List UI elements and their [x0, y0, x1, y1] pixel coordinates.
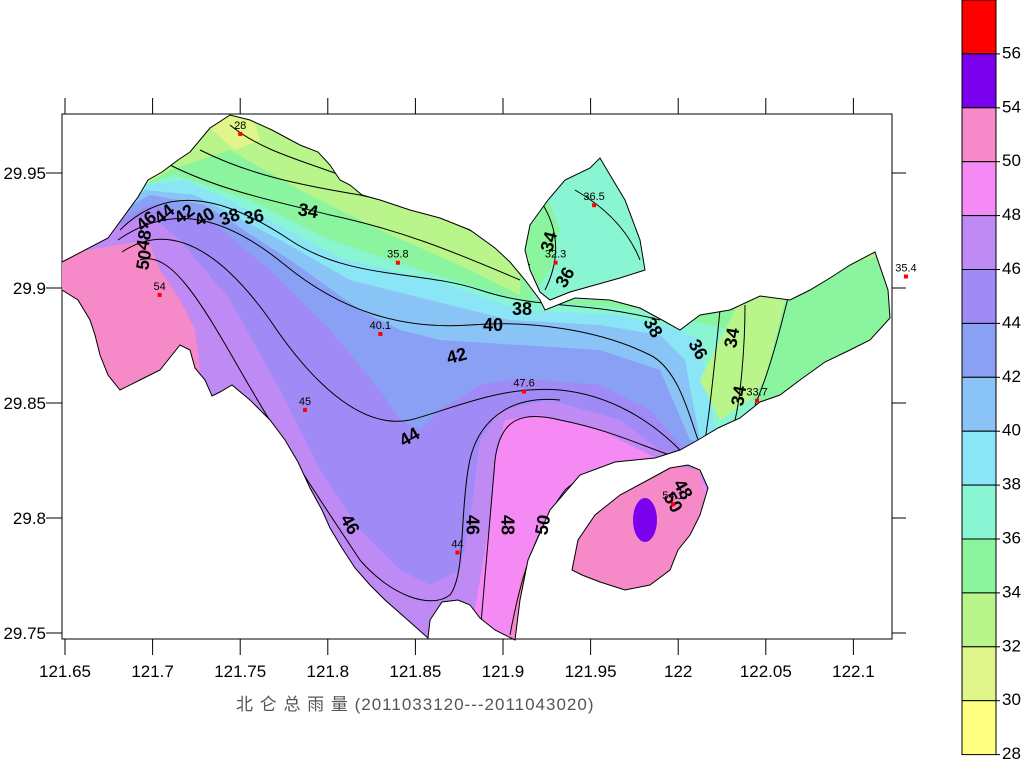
- station-marker: [522, 389, 527, 394]
- contour-label: 50: [132, 248, 155, 271]
- legend-label: 46: [1002, 259, 1021, 278]
- y-tick-label: 29.75: [3, 624, 46, 643]
- contour-label: 40: [483, 315, 503, 335]
- legend-label: 56: [1002, 43, 1021, 62]
- legend-label: 28: [1002, 744, 1021, 763]
- station-marker: [670, 502, 675, 507]
- y-tick-label: 29.95: [3, 164, 46, 183]
- legend-label: 44: [1002, 313, 1021, 332]
- legend-swatch: [961, 700, 997, 756]
- x-tick-label: 121.85: [389, 662, 441, 681]
- station-value: 45: [299, 396, 311, 408]
- color-legend: 56 54 50 48 46 44 42 40 38 36 34 32 30 28: [961, 0, 1021, 763]
- contour-label: 48: [132, 228, 155, 251]
- y-tick-label: 29.9: [13, 279, 46, 298]
- legend-swatch: [961, 0, 997, 55]
- station-value: 35.4: [895, 263, 916, 275]
- legend-label: 48: [1002, 205, 1021, 224]
- station-value: 33.7: [746, 387, 767, 399]
- legend-label: 30: [1002, 690, 1021, 709]
- legend-swatch: [961, 538, 997, 594]
- legend-swatch: [961, 53, 997, 109]
- x-tick-label: 121.95: [565, 662, 617, 681]
- legend-swatch: [961, 215, 997, 271]
- station-value: 54.1: [662, 490, 683, 502]
- legend-swatch: [961, 646, 997, 702]
- station-marker: [755, 398, 760, 403]
- station-marker: [238, 131, 243, 136]
- contour-label: 34: [297, 199, 320, 222]
- station-value: 35.8: [387, 249, 408, 261]
- station-marker: [395, 260, 400, 265]
- legend-swatch: [961, 161, 997, 217]
- legend-label: 54: [1002, 97, 1021, 116]
- x-tick-label: 121.9: [482, 662, 525, 681]
- legend-label: 34: [1002, 582, 1021, 601]
- y-axis: 29.95 29.9 29.85 29.8 29.75: [3, 164, 906, 643]
- legend-swatch: [961, 484, 997, 540]
- y-tick-label: 29.85: [3, 394, 46, 413]
- y-tick-label: 29.8: [13, 509, 46, 528]
- x-tick-label: 122.1: [832, 662, 875, 681]
- station-value: 54: [153, 281, 165, 293]
- station-marker: [455, 550, 460, 555]
- x-tick-label: 121.75: [214, 662, 266, 681]
- legend-swatch: [961, 322, 997, 378]
- contour-label: 36: [242, 205, 265, 228]
- x-tick-label: 121.7: [131, 662, 174, 681]
- station-marker: [303, 407, 308, 412]
- map-caption: 北 仑 总 雨 量 (2011033120---2011043020): [236, 695, 595, 714]
- contour-label: 48: [497, 515, 517, 535]
- station-markers: 28 35.8 36.5 32.3 35.4 54 40.1 45 47.6 33.7 54.1 44: [153, 120, 917, 555]
- legend-label: 50: [1002, 151, 1021, 170]
- legend-swatch: [961, 592, 997, 648]
- contour-label: 34: [727, 384, 750, 407]
- contour-label: 38: [512, 299, 532, 319]
- legend-swatch: [961, 107, 997, 163]
- legend-swatch: [961, 376, 997, 432]
- legend-swatch: [961, 430, 997, 486]
- station-value: 40.1: [370, 320, 391, 332]
- station-marker: [592, 203, 597, 208]
- legend-label: 32: [1002, 636, 1021, 655]
- station-marker: [378, 332, 383, 336]
- coastline: [61, 114, 891, 641]
- station-marker: [553, 260, 558, 265]
- station-value: 28: [234, 120, 246, 132]
- x-axis: 121.65 121.7 121.75 121.8 121.85 121.9 121.95 1…: [39, 98, 875, 681]
- legend-label: 38: [1002, 475, 1021, 494]
- legend-swatch: [961, 269, 997, 324]
- station-marker: [157, 292, 162, 297]
- contour-label: 46: [462, 515, 482, 535]
- x-tick-label: 122.05: [740, 662, 792, 681]
- station-value: 36.5: [583, 191, 604, 203]
- legend-label: 36: [1002, 528, 1021, 547]
- x-tick-label: 121.65: [39, 662, 91, 681]
- x-tick-label: 122: [664, 662, 692, 681]
- contour-label: 34: [720, 326, 743, 349]
- station-value: 32.3: [545, 249, 566, 261]
- station-value: 47.6: [513, 378, 534, 390]
- station-value: 44: [451, 539, 463, 551]
- x-tick-label: 121.8: [307, 662, 350, 681]
- legend-label: 40: [1002, 421, 1021, 440]
- station-marker: [903, 274, 908, 279]
- contour-label: 50: [531, 513, 554, 536]
- legend-label: 42: [1002, 367, 1021, 386]
